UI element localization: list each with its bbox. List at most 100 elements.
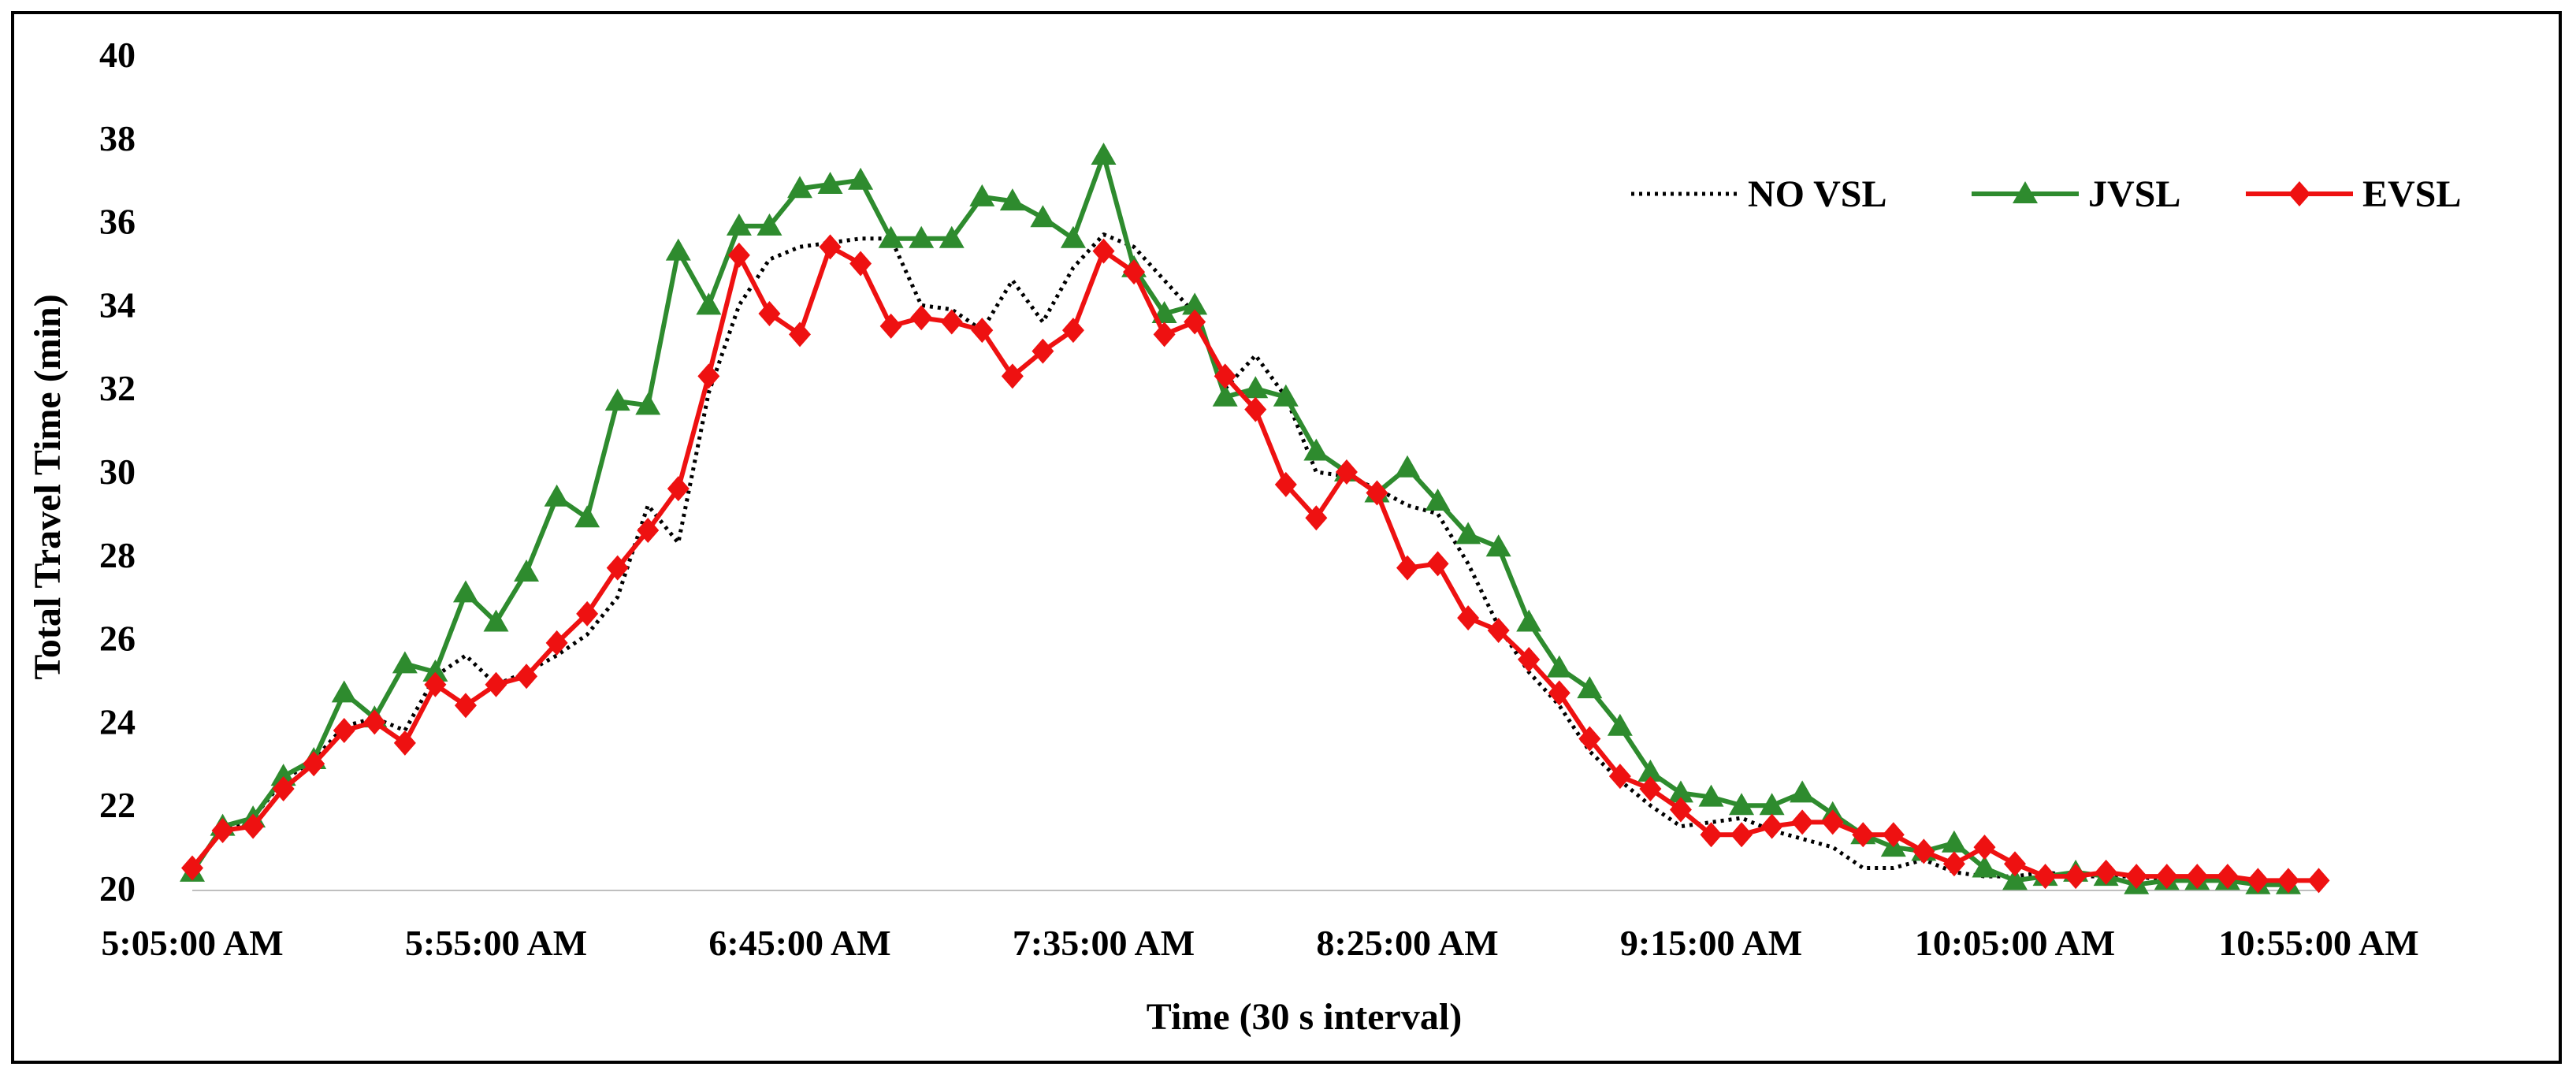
data-point bbox=[1942, 851, 1965, 877]
legend-marker bbox=[2288, 181, 2310, 206]
x-tick-label: 10:55:00 AM bbox=[2218, 923, 2418, 963]
data-point bbox=[1395, 455, 1420, 478]
data-point bbox=[637, 518, 660, 544]
data-point bbox=[515, 664, 538, 690]
data-point bbox=[1426, 551, 1449, 577]
data-point bbox=[2004, 851, 2026, 877]
x-tick-label: 5:05:00 AM bbox=[101, 923, 283, 963]
x-tick-label: 6:45:00 AM bbox=[708, 923, 890, 963]
data-point bbox=[2002, 868, 2028, 890]
data-point bbox=[485, 671, 507, 697]
data-point bbox=[1244, 396, 1267, 422]
data-point bbox=[1274, 471, 1297, 497]
data-point bbox=[1729, 793, 1755, 816]
data-point bbox=[272, 776, 295, 802]
data-point bbox=[1546, 655, 1572, 678]
data-point bbox=[1700, 822, 1723, 848]
series-group bbox=[180, 142, 2330, 894]
data-point bbox=[363, 709, 386, 735]
data-point bbox=[454, 693, 477, 719]
y-tick-label: 32 bbox=[99, 368, 136, 408]
data-point bbox=[1153, 322, 1176, 348]
data-point bbox=[1667, 780, 1693, 803]
data-point bbox=[726, 213, 752, 236]
data-point bbox=[576, 600, 599, 626]
axes: 20 22 24 26 28 30 32 34 36 38 40 5:05:00 AM 5:55:00 … bbox=[99, 35, 2419, 963]
data-point bbox=[1060, 225, 1086, 248]
legend-label: JVSL bbox=[2088, 173, 2180, 215]
data-point bbox=[1001, 363, 1024, 389]
data-point bbox=[422, 659, 448, 682]
legend: NO VSL JVSL EVSL bbox=[1631, 173, 2461, 215]
data-point bbox=[1760, 813, 1783, 839]
data-point bbox=[758, 300, 781, 326]
data-point bbox=[574, 505, 600, 528]
data-point bbox=[1637, 759, 1663, 782]
data-point bbox=[1698, 784, 1724, 807]
data-point bbox=[2065, 864, 2087, 890]
data-point bbox=[787, 176, 812, 199]
data-point bbox=[879, 313, 902, 339]
data-point bbox=[1518, 647, 1541, 673]
data-point bbox=[2307, 868, 2330, 894]
x-tick-label: 7:35:00 AM bbox=[1013, 923, 1195, 963]
data-point bbox=[817, 171, 843, 194]
data-point bbox=[1335, 459, 1358, 485]
data-point bbox=[1972, 855, 1998, 878]
x-tick-label: 10:05:00 AM bbox=[1915, 923, 2115, 963]
data-point bbox=[2216, 864, 2239, 890]
data-point bbox=[1608, 764, 1631, 790]
data-point bbox=[2247, 868, 2269, 894]
data-point bbox=[1396, 555, 1418, 581]
data-point bbox=[1607, 713, 1633, 736]
legend-item: JVSL bbox=[1972, 173, 2180, 215]
data-point bbox=[910, 305, 933, 331]
x-tick-label: 9:15:00 AM bbox=[1620, 923, 1802, 963]
data-point bbox=[1243, 376, 1269, 399]
data-point bbox=[878, 225, 904, 248]
y-tick-label: 30 bbox=[99, 452, 136, 492]
data-point bbox=[1305, 505, 1328, 531]
data-point bbox=[1061, 318, 1084, 344]
data-point bbox=[727, 242, 750, 268]
data-point bbox=[696, 292, 722, 315]
data-point bbox=[635, 392, 661, 415]
series-line bbox=[191, 232, 2288, 883]
data-point bbox=[1214, 363, 1236, 389]
x-axis-title: Time (30 s interval) bbox=[1147, 996, 1462, 1038]
data-point bbox=[1790, 780, 1816, 803]
data-point bbox=[756, 213, 782, 236]
data-point bbox=[1425, 489, 1451, 511]
legend-item: NO VSL bbox=[1631, 173, 1887, 215]
data-point bbox=[1639, 776, 1662, 802]
data-point bbox=[1791, 809, 1814, 835]
series-line bbox=[190, 153, 2288, 887]
y-tick-label: 40 bbox=[99, 35, 136, 75]
data-point bbox=[1184, 309, 1206, 335]
data-point bbox=[1212, 384, 1238, 407]
data-point bbox=[211, 817, 234, 843]
data-point bbox=[331, 680, 357, 703]
data-point bbox=[452, 580, 478, 603]
data-point bbox=[1457, 605, 1480, 631]
data-point bbox=[667, 476, 690, 502]
data-point bbox=[1669, 797, 1692, 823]
data-point bbox=[2277, 868, 2299, 894]
legend-label: EVSL bbox=[2362, 173, 2461, 215]
data-point bbox=[606, 555, 629, 581]
data-point bbox=[971, 318, 994, 344]
data-point bbox=[1366, 480, 1388, 506]
data-point bbox=[303, 751, 325, 777]
data-point bbox=[545, 630, 568, 656]
data-point bbox=[697, 363, 720, 389]
data-point bbox=[1182, 292, 1208, 315]
data-point bbox=[2155, 864, 2178, 890]
data-point bbox=[242, 813, 265, 839]
series-line bbox=[190, 244, 2319, 883]
data-point bbox=[849, 251, 872, 277]
data-point bbox=[604, 388, 630, 411]
y-tick-label: 20 bbox=[99, 868, 136, 909]
series-evsl bbox=[181, 234, 2330, 894]
data-point bbox=[514, 559, 540, 582]
data-point bbox=[270, 764, 296, 786]
